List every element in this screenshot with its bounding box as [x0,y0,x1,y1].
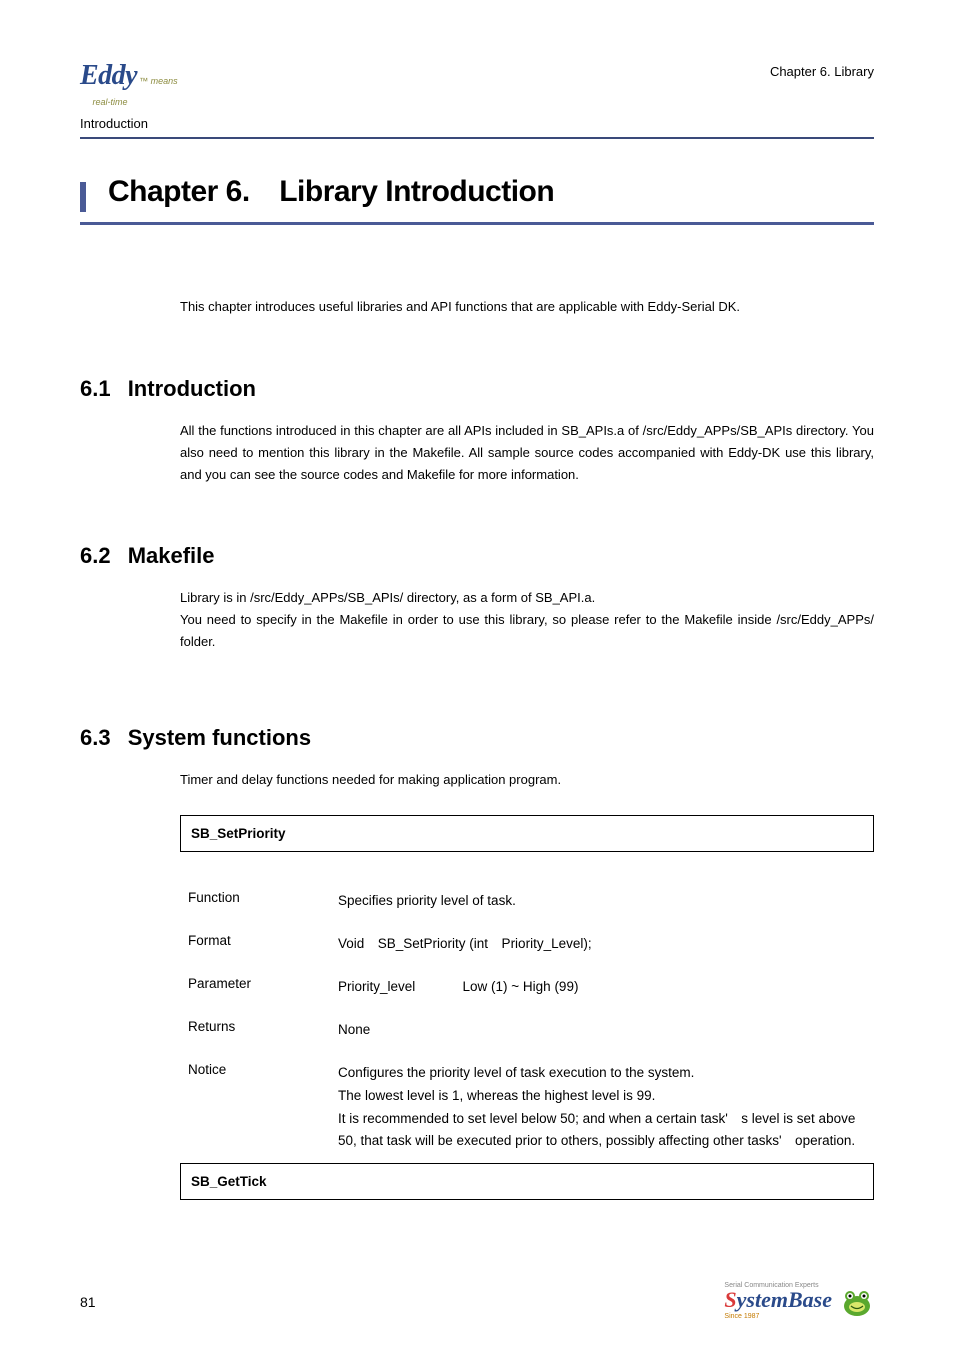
section-6-3-lead: Timer and delay functions needed for mak… [180,769,874,791]
section-6-2-head: 6.2 Makefile [80,543,874,569]
api-row-label: Function [188,880,338,923]
section-6-2-line2: You need to specify in the Makefile in o… [180,609,874,653]
api-row-desc: Specifies priority level of task. [338,880,874,923]
header-divider [80,137,874,139]
api-sb-gettick-title: SB_GetTick [180,1163,874,1200]
section-6-1-body: All the functions introduced in this cha… [180,420,874,486]
chapter-title-block: Chapter 6. Library Introduction [80,175,874,212]
api-row-label: Format [188,923,338,966]
section-6-3-head: 6.3 System functions [80,725,874,751]
api-row-label: Returns [188,1009,338,1052]
chapter-intro: This chapter introduces useful libraries… [180,297,874,317]
api-row-label: Parameter [188,966,338,1009]
table-row: Notice Configures the priority level of … [188,1052,874,1164]
accent-bar-icon [80,182,86,212]
api-row-desc: Priority_level Low (1) ~ High (99) [338,966,874,1009]
table-row: Returns None [188,1009,874,1052]
api-row-desc: Configures the priority level of task ex… [338,1052,874,1164]
footer-wordmark: SystemBase [724,1287,832,1312]
section-6-2-line1: Library is in /src/Eddy_APPs/SB_APIs/ di… [180,587,874,609]
page-number: 81 [80,1294,96,1310]
header-chapter-ref: Chapter 6. Library [770,60,874,79]
frog-mascot-icon [838,1284,874,1318]
api-row-desc: None [338,1009,874,1052]
footer-logo: Serial Communication Experts SystemBase … [724,1282,874,1320]
api-sb-setpriority-title: SB_SetPriority [180,815,874,852]
page-header: Eddy™ means real-time Introduction Chapt… [80,60,874,131]
logo-wordmark: Eddy [80,60,137,91]
api-row-desc: Void SB_SetPriority (int Priority_Level)… [338,923,874,966]
chapter-title: Chapter 6. Library Introduction [96,175,554,208]
table-row: Function Specifies priority level of tas… [188,880,874,923]
section-6-2-body: Library is in /src/Eddy_APPs/SB_APIs/ di… [180,587,874,653]
chapter-divider [80,222,874,225]
api-sb-setpriority-table: Function Specifies priority level of tas… [188,880,874,1164]
footer-since: Since 1987 [724,1313,832,1320]
header-caption: Introduction [80,116,178,131]
api-row-label: Notice [188,1052,338,1164]
table-row: Format Void SB_SetPriority (int Priority… [188,923,874,966]
header-logo: Eddy™ means real-time Introduction [80,60,178,131]
section-6-1-head: 6.1 Introduction [80,376,874,402]
table-row: Parameter Priority_level Low (1) ~ High … [188,966,874,1009]
